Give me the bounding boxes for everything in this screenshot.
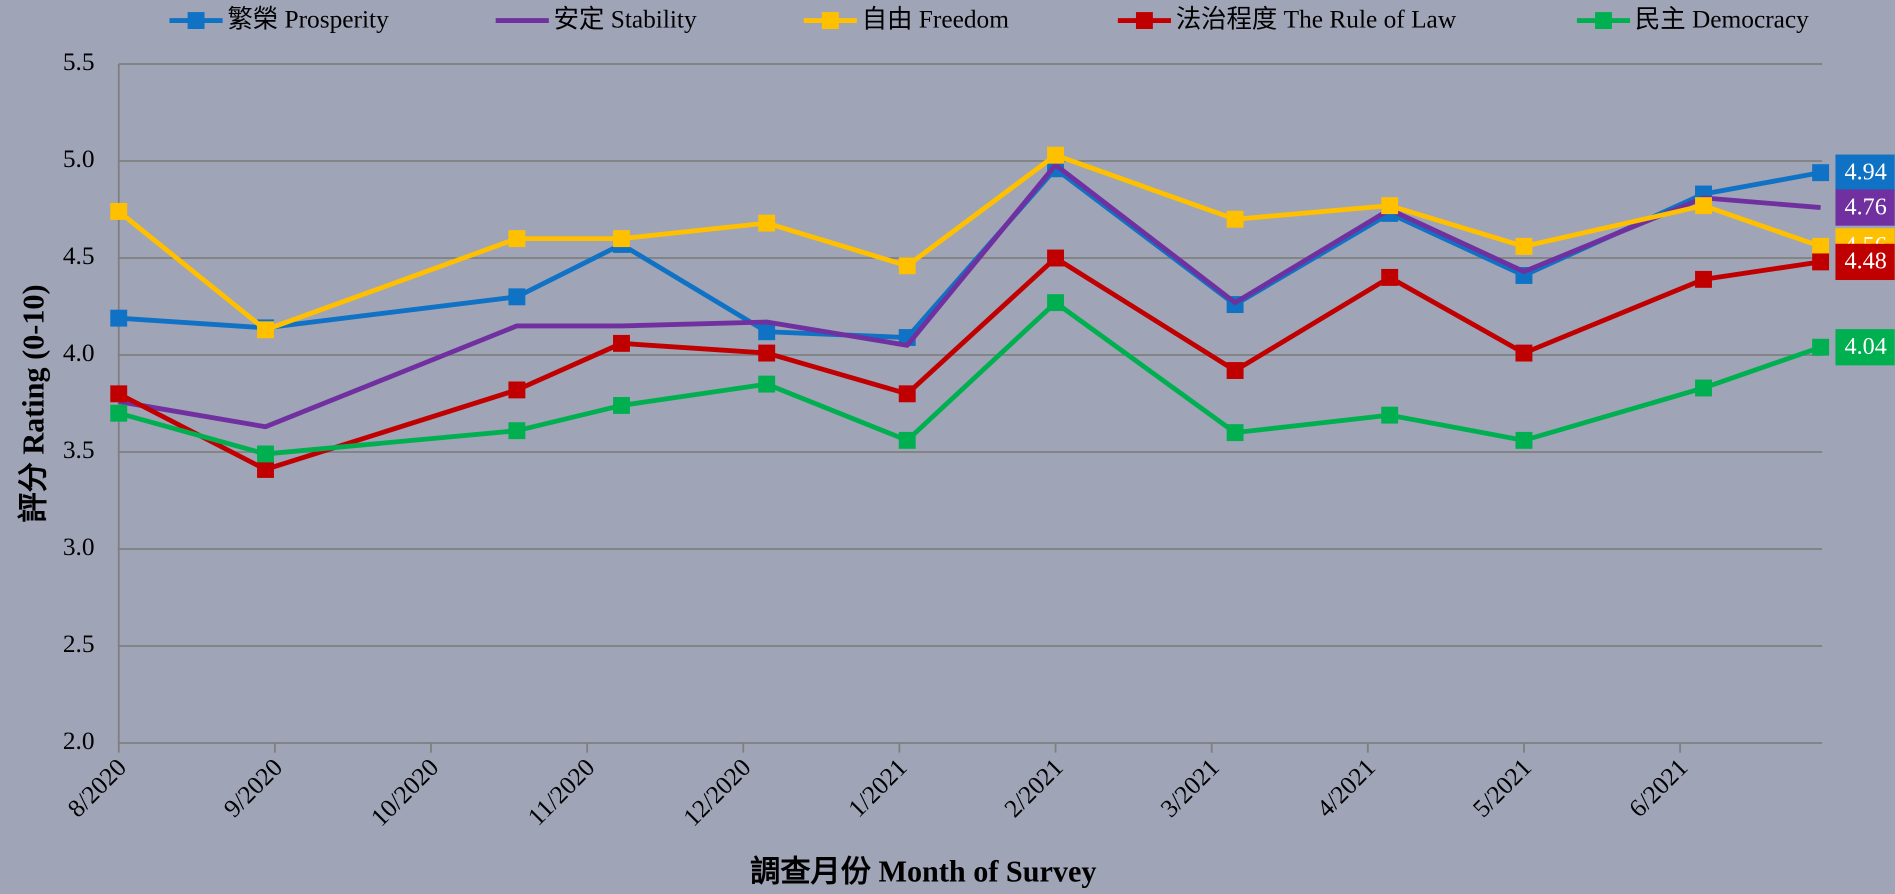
x-tick-label: 11/2020	[522, 753, 600, 831]
legend-label: 繁榮 Prosperity	[227, 6, 389, 34]
marker	[1226, 424, 1244, 442]
marker	[898, 385, 916, 403]
legend-label: 法治程度 The Rule of Law	[1176, 6, 1457, 34]
marker	[1381, 268, 1399, 286]
end-label: 4.48	[1845, 248, 1887, 275]
legend-marker	[187, 12, 205, 29]
legend-item: 法治程度 The Rule of Law	[1117, 6, 1457, 34]
series-line	[117, 152, 1822, 333]
series-line	[117, 255, 1821, 472]
marker	[1226, 362, 1244, 379]
marker	[1047, 146, 1065, 164]
marker	[1812, 253, 1830, 271]
y-tick-label: 2.5	[63, 630, 95, 658]
marker	[1047, 294, 1065, 312]
y-tick-label: 4.5	[63, 242, 95, 270]
marker	[758, 344, 776, 362]
marker	[1515, 344, 1533, 362]
x-axis-label: 調查月份 Month of Survey	[750, 855, 1096, 889]
marker	[1047, 249, 1065, 267]
marker	[508, 230, 526, 248]
marker	[613, 230, 630, 248]
marker	[613, 396, 630, 414]
legend-item: 繁榮 Prosperity	[169, 6, 389, 34]
marker	[1381, 197, 1399, 215]
legend-marker	[1595, 12, 1612, 29]
end-label-box	[1835, 189, 1895, 226]
marker	[508, 422, 526, 440]
x-tick-label: 1/2021	[843, 753, 913, 823]
x-tick-label: 2/2021	[999, 753, 1069, 823]
legend-marker	[1135, 12, 1153, 29]
y-tick-label: 2.0	[63, 727, 95, 755]
legend-marker	[821, 12, 839, 29]
end-label-box	[1835, 154, 1895, 191]
marker	[1381, 406, 1399, 424]
x-tick-label: 12/2020	[678, 753, 757, 832]
legend-item: 安定 Stability	[495, 6, 697, 34]
marker	[110, 203, 128, 220]
legend-item: 民主 Democracy	[1576, 6, 1809, 34]
series-line	[118, 300, 1822, 457]
end-label-box	[1835, 243, 1895, 281]
marker	[257, 445, 274, 463]
marker	[110, 404, 128, 422]
marker	[257, 461, 274, 478]
end-label: 4.94	[1845, 158, 1887, 185]
legend-label: 自由 Freedom	[862, 6, 1009, 34]
end-label-box	[1835, 329, 1895, 366]
marker	[257, 321, 274, 339]
marker	[758, 214, 776, 232]
marker	[1515, 431, 1533, 449]
y-tick-label: 3.0	[63, 533, 95, 561]
marker	[758, 375, 776, 393]
x-tick-label: 8/2020	[62, 753, 132, 823]
marker	[1812, 338, 1830, 356]
marker	[1515, 237, 1533, 255]
legend-item: 自由 Freedom	[803, 6, 1009, 34]
x-tick-label: 3/2021	[1155, 753, 1225, 823]
marker	[1812, 237, 1830, 255]
legend-label: 安定 Stability	[554, 6, 697, 34]
x-tick-label: 5/2021	[1468, 753, 1538, 823]
y-axis-label: 評分 Rating (0-10)	[16, 284, 51, 522]
marker	[1226, 210, 1244, 228]
end-label: 4.04	[1845, 333, 1887, 360]
x-tick-label: 9/2020	[218, 753, 288, 823]
marker	[508, 288, 526, 306]
y-tick-label: 5.0	[63, 145, 95, 173]
x-tick-label: 4/2021	[1311, 753, 1381, 823]
end-label: 4.76	[1845, 193, 1887, 220]
marker	[1812, 164, 1830, 182]
x-tick-label: 6/2021	[1624, 753, 1694, 823]
y-tick-label: 3.5	[63, 436, 95, 464]
y-tick-label: 4.0	[63, 339, 95, 367]
marker	[1695, 270, 1712, 288]
marker	[758, 323, 776, 341]
marker	[613, 334, 630, 352]
x-tick-label: 10/2020	[366, 753, 445, 832]
legend-label: 民主 Democracy	[1635, 6, 1809, 34]
marker	[898, 431, 916, 449]
y-tick-label: 5.5	[63, 48, 95, 76]
marker	[898, 257, 916, 275]
series-line	[118, 162, 1821, 430]
marker	[508, 381, 526, 399]
marker	[1695, 379, 1712, 397]
marker	[110, 385, 128, 403]
marker	[110, 309, 128, 327]
marker	[1695, 197, 1712, 215]
